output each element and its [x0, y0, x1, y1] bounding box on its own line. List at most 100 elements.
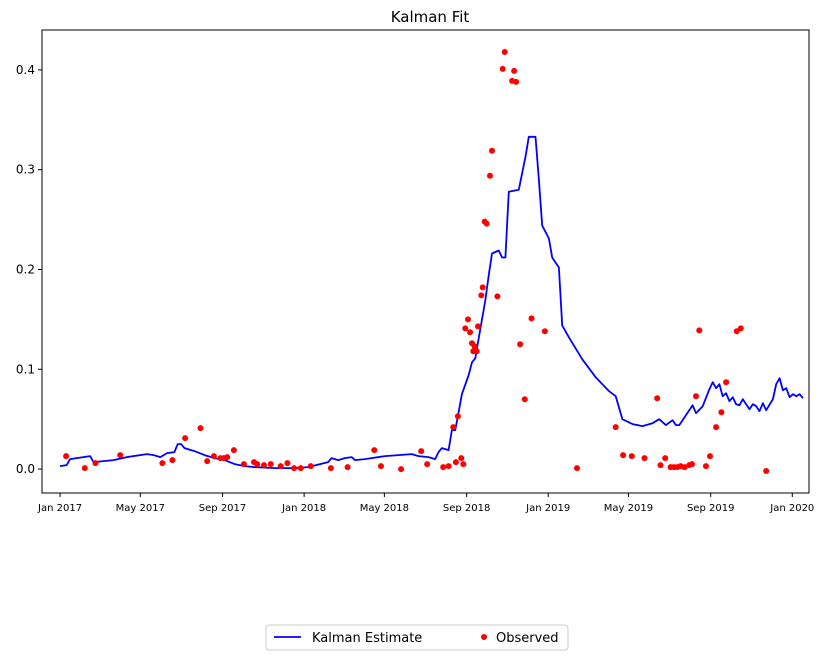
observed-point — [763, 468, 770, 474]
observed-point — [240, 461, 247, 468]
legend-swatch-observed — [481, 634, 487, 640]
observed-point — [517, 341, 524, 348]
observed-point — [612, 424, 619, 431]
legend-label-observed: Observed — [496, 631, 559, 646]
observed-point — [169, 457, 176, 464]
legend-label-kalman-estimate: Kalman Estimate — [312, 631, 422, 646]
x-axis: Jan 2017 May 2017 Sep 2017 Jan 2018 May 2018… — [37, 493, 814, 514]
observed-point — [254, 461, 261, 468]
observed-point — [662, 455, 669, 462]
observed-point — [230, 447, 237, 454]
observed-point — [737, 325, 744, 332]
y-tick-label: 0.0 — [16, 462, 35, 476]
observed-point — [487, 172, 493, 179]
observed-point — [81, 465, 88, 472]
y-tick-label: 0.1 — [16, 362, 35, 376]
observed-point — [371, 447, 378, 454]
observed-point — [707, 453, 713, 460]
observed-point — [297, 465, 304, 472]
x-tick-label: May 2017 — [116, 503, 165, 514]
y-tick-label: 0.4 — [16, 63, 35, 77]
observed-point — [696, 327, 703, 334]
y-axis: 0.0 0.1 0.2 0.3 0.4 — [16, 63, 42, 476]
observed-point — [307, 463, 314, 470]
observed-point — [483, 220, 490, 227]
observed-point — [723, 379, 730, 386]
observed-point — [641, 455, 648, 462]
observed-point — [718, 409, 725, 416]
observed-point — [450, 424, 457, 431]
observed-point — [378, 463, 384, 470]
observed-point — [501, 49, 508, 55]
observed-point — [418, 448, 425, 455]
observed-point — [475, 323, 481, 330]
observed-point — [657, 462, 664, 469]
observed-point — [452, 459, 459, 466]
observed-point — [528, 315, 535, 322]
observed-point — [63, 453, 70, 460]
observed-point — [473, 348, 480, 355]
observed-point — [277, 463, 284, 470]
observed-point — [462, 325, 469, 332]
observed-point — [511, 67, 518, 74]
observed-point — [620, 452, 627, 459]
observed-point — [197, 425, 204, 432]
observed-point — [693, 393, 699, 400]
observed-point — [261, 462, 267, 469]
observed-point — [210, 453, 217, 460]
observed-point — [344, 464, 351, 471]
observed-point — [574, 465, 580, 472]
observed-point — [541, 328, 548, 335]
plot-area — [59, 49, 804, 474]
observed-point — [159, 460, 166, 467]
x-tick-label: Jan 2018 — [281, 503, 326, 514]
observed-point — [479, 284, 486, 291]
observed-point — [284, 460, 291, 467]
observed-point — [654, 395, 661, 402]
observed-point — [521, 396, 528, 403]
observed-point — [489, 147, 495, 154]
x-tick-label: Sep 2017 — [199, 503, 246, 514]
observed-point — [267, 461, 274, 468]
observed-point — [460, 461, 467, 468]
observed-point — [454, 413, 461, 420]
observed-point — [458, 455, 465, 462]
observed-point — [513, 78, 520, 85]
observed-point — [224, 454, 231, 461]
x-tick-label: Sep 2018 — [443, 503, 490, 514]
observed-point — [327, 465, 334, 472]
observed-point — [681, 464, 688, 471]
observed-point — [440, 464, 447, 471]
observed-point — [204, 458, 211, 465]
kalman-estimate-line — [59, 135, 804, 469]
observed-point — [703, 463, 709, 470]
legend-frame — [265, 624, 569, 651]
observed-point — [117, 452, 124, 459]
observed-point — [499, 65, 506, 72]
observed-point — [628, 453, 635, 460]
observed-point — [398, 466, 405, 473]
x-tick-label: May 2018 — [360, 503, 409, 514]
y-tick-label: 0.2 — [16, 262, 35, 276]
plot-frame — [41, 29, 810, 494]
x-tick-label: Jan 2017 — [37, 503, 82, 514]
observed-point — [471, 343, 478, 350]
observed-point — [445, 463, 452, 470]
observed-point — [291, 465, 298, 472]
x-tick-label: Jan 2020 — [769, 503, 814, 514]
legend: Kalman Estimate Observed — [265, 624, 569, 651]
x-tick-label: May 2019 — [604, 503, 653, 514]
y-tick-label: 0.3 — [16, 163, 35, 177]
observed-point — [92, 460, 99, 467]
observed-point — [689, 461, 695, 468]
x-tick-label: Jan 2019 — [525, 503, 570, 514]
chart-title: Kalman Fit — [391, 8, 470, 26]
x-tick-label: Sep 2019 — [687, 503, 734, 514]
observed-point — [478, 292, 485, 299]
observed-point — [182, 435, 189, 442]
observed-point — [713, 424, 720, 431]
observed-point — [424, 461, 431, 468]
observed-point — [467, 329, 473, 336]
observed-point — [465, 316, 471, 323]
